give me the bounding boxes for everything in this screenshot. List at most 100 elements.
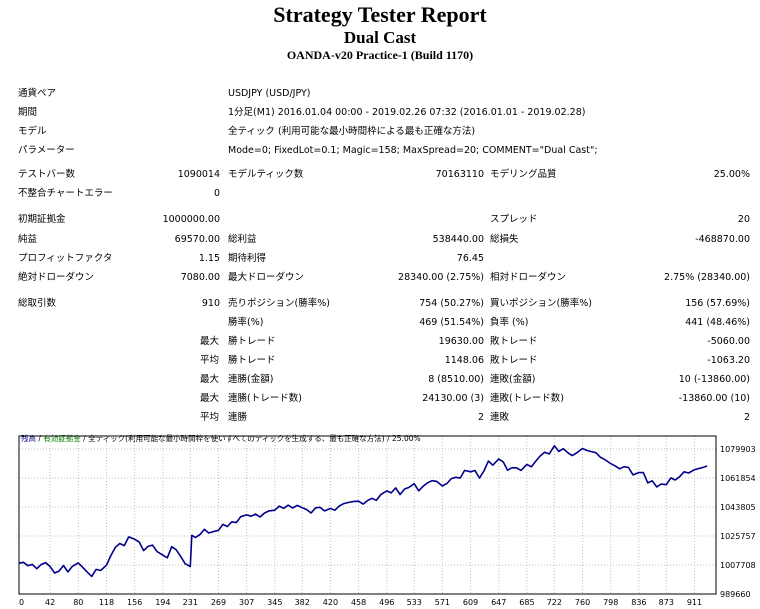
symbol-label: 通貨ペア: [18, 88, 57, 99]
x-tick-label: 80: [73, 598, 83, 607]
avg-consec-losses-value: 2: [743, 412, 750, 423]
gross-loss-label: 総損失: [490, 234, 519, 245]
x-tick-label: 420: [323, 598, 338, 607]
ticks-label: モデルティック数: [228, 169, 304, 180]
max-consec-losses-label: 連敗(金額): [490, 374, 536, 385]
spread-value: 20: [737, 214, 750, 225]
deposit-value: 1000000.00: [162, 214, 220, 225]
x-tick-label: 118: [99, 598, 114, 607]
gross-profit-label: 総利益: [228, 234, 257, 245]
avg-consec-wins-value: 2: [477, 412, 484, 423]
gross-profit-value: 538440.00: [432, 234, 484, 245]
x-tick-label: 685: [519, 598, 534, 607]
server-name: OANDA-v20 Practice-1 (Build 1170): [286, 48, 474, 62]
y-tick-label: 1043805: [720, 503, 756, 512]
x-tick-label: 836: [631, 598, 646, 607]
x-tick-label: 156: [127, 598, 142, 607]
parameters-label: パラメーター: [18, 145, 75, 156]
errors-value: 0: [213, 188, 220, 199]
avg-consec-prefix: 平均: [200, 412, 220, 423]
x-tick-label: 345: [267, 598, 282, 607]
net-profit-value: 69570.00: [174, 234, 220, 245]
total-trades-label: 総取引数: [18, 298, 57, 309]
max-consec-losses-value: 10 (-13860.00): [678, 374, 750, 385]
y-tick-label: 989660: [720, 590, 751, 599]
loss-rate-label: 負率 (%): [490, 317, 529, 328]
model-label: モデル: [18, 126, 47, 137]
max-consec-profit-prefix: 最大: [200, 393, 220, 404]
win-rate-label: 勝率(%): [228, 317, 264, 328]
avg-win-label: 勝トレード: [228, 355, 276, 366]
x-tick-label: 760: [575, 598, 590, 607]
largest-win-label: 勝トレード: [228, 336, 276, 347]
x-axis-labels: 0 42 80 118 156 194 231 269 307 345 382 420 458 496 53…: [19, 598, 702, 607]
x-tick-label: 0: [19, 598, 24, 607]
balance-line: [18, 445, 708, 578]
max-drawdown-label: 最大ドローダウン: [228, 272, 305, 283]
total-trades-value: 910: [201, 298, 220, 309]
report-title: Strategy Tester Report: [273, 2, 487, 27]
profit-factor-label: プロフィットファクタ: [18, 253, 113, 264]
parameters-value: Mode=0; FixedLot=0.1; Magic=158; MaxSpre…: [228, 145, 598, 156]
rel-drawdown-value: 2.75% (28340.00): [664, 272, 750, 283]
errors-label: 不整合チャートエラー: [18, 188, 113, 199]
x-tick-label: 458: [351, 598, 366, 607]
gross-loss-value: -468870.00: [695, 234, 750, 245]
x-tick-label: 609: [463, 598, 478, 607]
y-tick-label: 1007708: [720, 561, 756, 570]
spread-label: スプレッド: [490, 214, 538, 225]
x-tick-label: 496: [379, 598, 394, 607]
bars-value: 1090014: [177, 169, 220, 180]
period-label: 期間: [18, 107, 38, 118]
avg-loss-label: 敗トレード: [490, 355, 538, 366]
x-tick-label: 873: [659, 598, 674, 607]
rel-drawdown-label: 相対ドローダウン: [490, 272, 567, 283]
max-drawdown-value: 28340.00 (2.75%): [398, 272, 484, 283]
x-tick-label: 42: [45, 598, 55, 607]
ticks-value: 70163110: [435, 169, 484, 180]
largest-prefix: 最大: [200, 336, 220, 347]
largest-loss-label: 敗トレード: [490, 336, 538, 347]
x-tick-label: 798: [603, 598, 618, 607]
x-tick-label: 571: [435, 598, 450, 607]
x-tick-label: 194: [155, 598, 170, 607]
x-tick-label: 269: [211, 598, 226, 607]
x-tick-label: 911: [687, 598, 702, 607]
y-tick-label: 1079903: [720, 445, 756, 454]
max-consec-loss-label: 連敗(トレード数): [490, 393, 564, 404]
max-consec-loss-value: -13860.00 (10): [678, 393, 750, 404]
average-prefix: 平均: [200, 355, 220, 366]
avg-loss-value: -1063.20: [707, 355, 750, 366]
avg-consec-losses-label: 連敗: [490, 412, 510, 423]
symbol-value: USDJPY (USD/JPY): [228, 88, 311, 99]
avg-win-value: 1148.06: [444, 355, 484, 366]
deposit-label: 初期証拠金: [18, 214, 66, 225]
x-tick-label: 722: [547, 598, 562, 607]
profit-factor-value: 1.15: [198, 253, 220, 264]
long-positions-label: 買いポジション(勝率%): [490, 298, 592, 309]
net-profit-label: 純益: [18, 234, 38, 245]
balance-chart: 残高 / 有効証拠金 / 全ティック(利用可能な最小時間枠を使いすべてのティック…: [16, 430, 756, 608]
win-rate-value: 469 (51.54%): [419, 317, 484, 328]
loss-rate-value: 441 (48.46%): [685, 317, 750, 328]
plot-frame: [18, 435, 717, 595]
y-tick-label: 1025757: [720, 532, 756, 541]
expected-payoff-label: 期待利得: [228, 253, 267, 264]
largest-win-value: 19630.00: [438, 336, 484, 347]
abs-drawdown-value: 7080.00: [180, 272, 220, 283]
x-tick-label: 382: [295, 598, 310, 607]
max-consec-profit-value: 24130.00 (3): [422, 393, 484, 404]
long-positions-value: 156 (57.69%): [685, 298, 750, 309]
model-value: 全ティック (利用可能な最小時間枠による最も正確な方法): [228, 126, 476, 137]
period-value: 1分足(M1) 2016.01.04 00:00 - 2019.02.26 07…: [228, 107, 586, 118]
x-tick-label: 533: [407, 598, 422, 607]
quality-label: モデリング品質: [490, 169, 557, 180]
quality-value: 25.00%: [713, 169, 750, 180]
avg-consec-wins-label: 連勝: [228, 412, 248, 423]
expected-payoff-value: 76.45: [456, 253, 484, 264]
max-consec-wins-label: 連勝(金額): [228, 374, 274, 385]
abs-drawdown-label: 絶対ドローダウン: [18, 272, 95, 283]
largest-loss-value: -5060.00: [707, 336, 750, 347]
ea-name: Dual Cast: [343, 28, 417, 47]
y-tick-label: 1061854: [720, 474, 756, 483]
